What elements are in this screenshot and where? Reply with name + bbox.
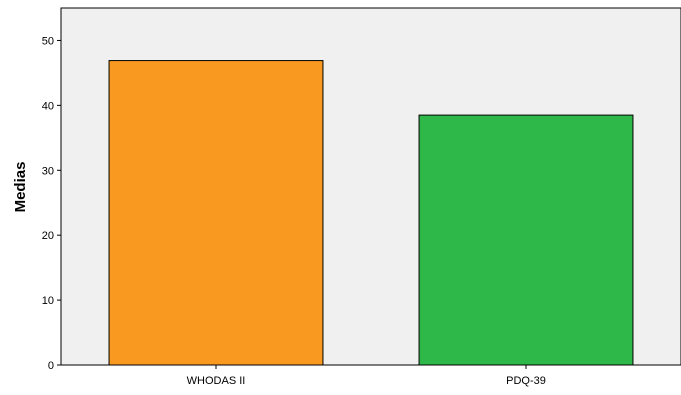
x-tick-label: PDQ-39: [506, 375, 546, 387]
y-axis: 0 10 20 30 40 50: [42, 8, 62, 372]
y-tick-label: 10: [42, 295, 54, 307]
y-tick-label: 30: [42, 165, 54, 177]
y-axis-title: Medias: [12, 162, 29, 213]
bar-pdq-39: [418, 114, 634, 366]
y-tick-label: 20: [42, 230, 54, 242]
y-tick-label: 40: [42, 100, 54, 112]
bar-whodas-ii: [108, 60, 324, 366]
x-tick-label: WHODAS II: [187, 375, 246, 387]
y-tick-label: 0: [48, 360, 54, 372]
y-tick-label: 50: [42, 35, 54, 47]
x-axis: WHODAS II PDQ-39: [61, 364, 681, 387]
